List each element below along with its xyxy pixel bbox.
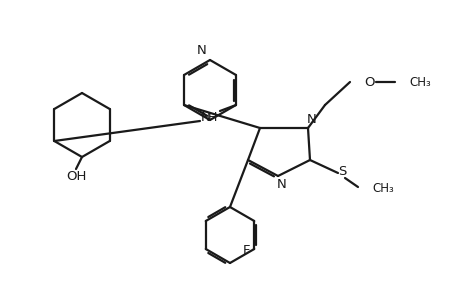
Text: N: N xyxy=(276,178,286,191)
Text: CH₃: CH₃ xyxy=(371,182,393,196)
Text: F: F xyxy=(242,244,249,257)
Text: N: N xyxy=(307,112,316,125)
Text: CH₃: CH₃ xyxy=(408,76,430,88)
Text: O: O xyxy=(364,76,375,88)
Text: N: N xyxy=(201,110,210,124)
Text: H: H xyxy=(207,110,216,124)
Text: S: S xyxy=(337,164,346,178)
Text: N: N xyxy=(197,44,207,56)
Text: OH: OH xyxy=(66,170,86,184)
